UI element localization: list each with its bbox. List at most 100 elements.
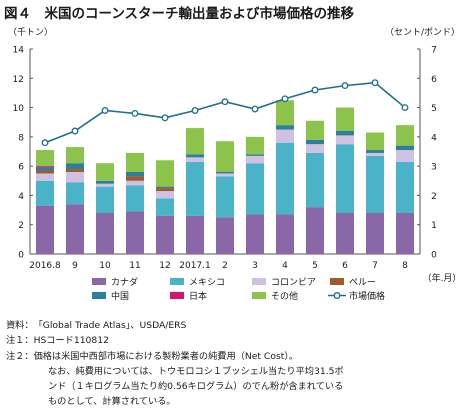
bar-segment <box>276 100 294 126</box>
right-tick-label: 7 <box>431 46 437 56</box>
bar-segment <box>366 132 384 151</box>
bar-segment <box>336 131 354 136</box>
legend-swatch <box>170 278 184 285</box>
x-tick-label: 6 <box>342 261 348 271</box>
right-tick-label: 2 <box>431 192 437 202</box>
left-tick-label: 6 <box>18 163 24 173</box>
legend-label: ペルー <box>349 278 376 288</box>
bar-segment <box>216 176 234 218</box>
x-tick-label: 11 <box>129 261 140 271</box>
note-2-text: 価格は米国中西部市場における製粉業者の純費用（Net Cost）。 <box>33 350 299 362</box>
bar-segment <box>396 161 414 213</box>
bar-segment <box>276 125 294 130</box>
x-tick-label: 7 <box>372 261 378 271</box>
bar-segment <box>186 161 204 216</box>
source-label: 資料： <box>6 320 34 331</box>
bar-segment <box>66 163 84 170</box>
bar-segment <box>396 213 414 254</box>
bar-segment <box>66 204 84 254</box>
bar-segment <box>96 213 114 254</box>
bar-segment <box>96 163 114 181</box>
legend-swatch <box>252 292 266 299</box>
price-point <box>101 107 109 114</box>
price-point <box>161 114 169 122</box>
bar-segment <box>126 185 144 212</box>
bar-segment <box>126 211 144 254</box>
bar-segment <box>186 215 204 254</box>
bar-segment <box>246 154 264 156</box>
bar-segment <box>36 170 54 174</box>
legend-label: コロンビア <box>271 277 316 288</box>
right-tick-label: 5 <box>431 104 437 114</box>
chart-title: 図４ 米国のコーンスターチ輸出量および市場価格の推移 <box>4 6 355 22</box>
bar-segment <box>366 213 384 254</box>
bar-segment <box>186 157 204 162</box>
bar-segment <box>306 207 324 254</box>
legend-swatch <box>170 292 184 299</box>
note-2: 注２： 価格は米国中西部市場における製粉業者の純費用（Net Cost）。 <box>6 349 458 364</box>
bar-segment <box>306 152 324 208</box>
price-point <box>191 107 199 114</box>
bar-segment <box>156 188 174 192</box>
bar-segment <box>276 129 294 143</box>
notes: 資料： 「Global Trade Atlas」、USDA/ERS 注１： HS… <box>6 318 458 410</box>
bar-segment <box>336 144 354 213</box>
bar-segment <box>216 141 234 172</box>
right-tick-label: 3 <box>431 163 437 173</box>
price-point <box>371 79 379 87</box>
bar-segment <box>396 145 414 151</box>
right-tick-label: 1 <box>431 221 437 231</box>
left-tick-label: 0 <box>18 251 24 261</box>
bar-segment <box>306 139 324 145</box>
bar-segment <box>396 150 414 162</box>
price-point <box>131 109 139 117</box>
bar-segment <box>186 154 204 158</box>
legend-label: カナダ <box>111 276 138 288</box>
bar-segment <box>396 125 414 146</box>
left-tick-label: 12 <box>13 75 24 85</box>
bar-segment <box>336 213 354 254</box>
note-2-continued-1: なお、純費用については、トウモロコシ１ブッシェル当たり平均31.5ポ <box>48 365 344 377</box>
bar-segment <box>246 163 264 215</box>
bar-segment <box>36 180 54 206</box>
chart: （千トン） （セント/ポンド） （年.月） 024681012140123456… <box>8 27 462 302</box>
bar-segment <box>366 155 384 213</box>
price-point <box>251 105 259 113</box>
bar-segment <box>216 173 234 177</box>
legend-label: 市場価格 <box>349 290 385 302</box>
bar-segment <box>66 147 84 164</box>
x-axis-unit: （年.月） <box>423 272 462 284</box>
legend-label: 日本 <box>189 290 207 302</box>
note-2-continued-2: ンド（１キログラム当たり約0.56キログラム）のでん粉が含まれている <box>48 381 344 393</box>
bar-segment <box>366 152 384 156</box>
bar-segment <box>246 214 264 254</box>
x-tick-label: 4 <box>282 261 288 271</box>
bar-segment <box>96 186 114 213</box>
bar-segment <box>156 191 174 199</box>
x-tick-label: 10 <box>99 261 111 271</box>
right-axis-unit: （セント/ポンド） <box>385 27 460 38</box>
legend-swatch <box>330 278 344 285</box>
price-point <box>41 139 49 147</box>
bar-segment <box>216 217 234 254</box>
left-tick-label: 4 <box>18 192 24 202</box>
legend-swatch <box>252 278 266 285</box>
left-axis-unit: （千トン） <box>8 27 53 38</box>
note-1-text: HSコード110812 <box>33 335 109 347</box>
price-point <box>311 86 319 94</box>
note-1: 注１： HSコード110812 <box>6 333 458 348</box>
price-point <box>71 127 79 135</box>
price-point <box>401 104 409 112</box>
right-tick-label: 4 <box>431 133 437 143</box>
source-note: 資料： 「Global Trade Atlas」、USDA/ERS <box>6 318 458 333</box>
price-point <box>341 82 349 90</box>
bar-segment <box>336 107 354 131</box>
note-2-label: 注２： <box>6 350 34 362</box>
legend-label: その他 <box>271 290 298 302</box>
x-tick-label: 3 <box>252 261 258 271</box>
bar-segment <box>276 214 294 254</box>
legend-line-marker <box>333 292 341 299</box>
bar-segment <box>66 182 84 205</box>
bar-segment <box>126 176 144 181</box>
bar-segment <box>126 152 144 172</box>
